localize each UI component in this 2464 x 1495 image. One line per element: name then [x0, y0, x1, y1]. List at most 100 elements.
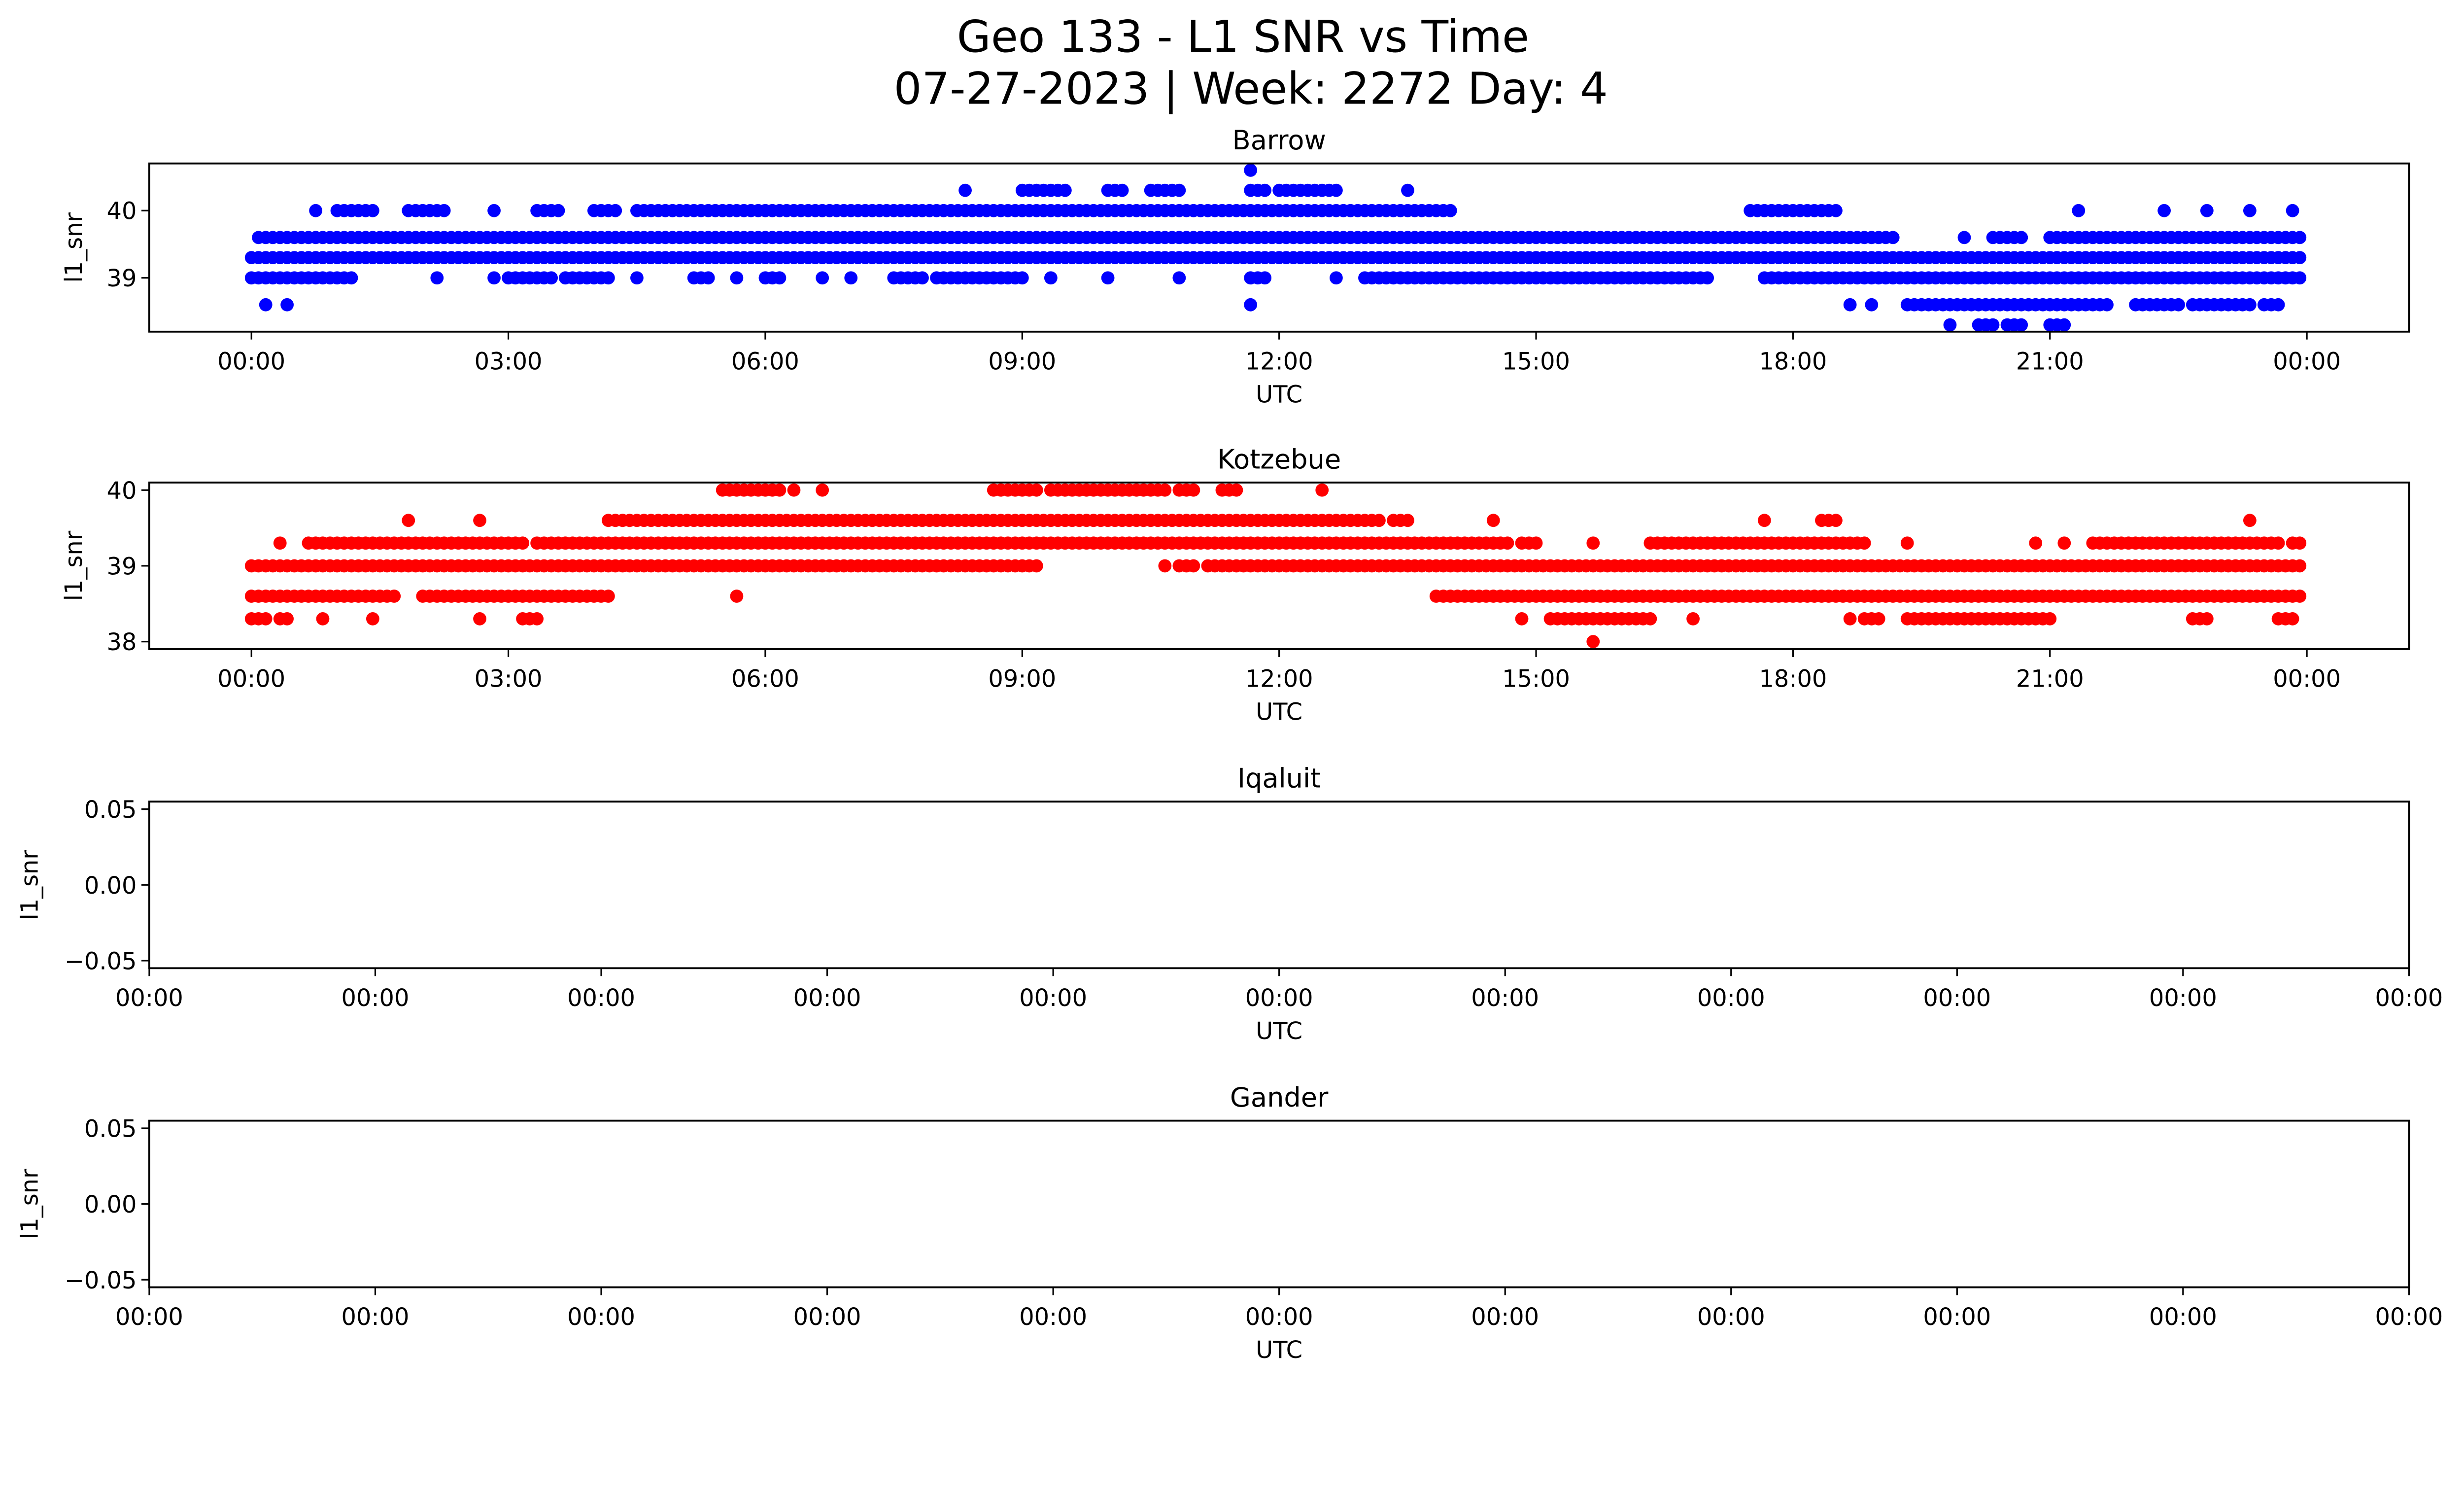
- subplot-title: Gander: [1230, 1082, 1329, 1113]
- x-tick-label: 00:00: [1697, 985, 1765, 1012]
- y-tick-label: 0.05: [84, 1115, 137, 1143]
- data-point: [1886, 231, 1900, 244]
- data-point: [1244, 298, 1258, 312]
- data-point: [2200, 204, 2214, 217]
- data-point: [2043, 612, 2057, 626]
- subplot-iqaluit: Iqaluit 0.05 0.00 −0.05 00:00 00:00 00:00 00:00…: [17, 763, 2443, 1045]
- data-point: [2072, 204, 2086, 217]
- data-point: [1643, 612, 1657, 626]
- y-axis-label: l1_snr: [17, 850, 44, 920]
- x-tick-label: 00:00: [2149, 985, 2217, 1012]
- subplot-title: Barrow: [1232, 125, 1326, 156]
- y-tick-label: 0.00: [84, 1191, 137, 1218]
- data-point: [473, 612, 486, 626]
- data-point: [1401, 514, 1414, 527]
- x-tick-label: 00:00: [793, 1304, 861, 1331]
- y-axis-label: l1_snr: [61, 212, 88, 283]
- data-point: [430, 271, 444, 285]
- data-point: [2243, 298, 2257, 312]
- data-series: [244, 483, 2307, 649]
- data-point: [1029, 483, 1043, 497]
- data-point: [1158, 559, 1172, 573]
- data-point: [1701, 271, 1714, 285]
- x-tick-label: 00:00: [217, 665, 285, 693]
- x-tick-label: 00:00: [1923, 985, 1991, 1012]
- y-tick-label: 0.00: [84, 872, 137, 900]
- y-axis-label: l1_snr: [17, 1169, 44, 1239]
- data-point: [437, 204, 451, 217]
- data-point: [1986, 318, 2000, 332]
- x-tick-label: 03:00: [475, 348, 543, 375]
- data-point: [259, 298, 273, 312]
- data-point: [2243, 204, 2257, 217]
- y-tick-label: −0.05: [65, 1267, 137, 1294]
- x-tick-label: 00:00: [1019, 1304, 1087, 1331]
- x-tick-label: 00:00: [115, 985, 183, 1012]
- data-point: [1843, 612, 1857, 626]
- data-point: [316, 612, 330, 626]
- data-point: [1058, 183, 1072, 197]
- data-point: [1486, 514, 1500, 527]
- data-point: [773, 483, 787, 497]
- data-point: [2100, 298, 2114, 312]
- x-tick-label: 15:00: [1502, 348, 1570, 375]
- data-point: [487, 204, 501, 217]
- x-axis-label: UTC: [1256, 1337, 1302, 1364]
- data-point: [2293, 271, 2307, 285]
- data-point: [1443, 204, 1457, 217]
- x-tick-label: 00:00: [1471, 1304, 1539, 1331]
- data-point: [545, 271, 558, 285]
- data-point: [844, 271, 858, 285]
- data-point: [2293, 251, 2307, 265]
- data-point: [1957, 231, 1971, 244]
- data-point: [2015, 231, 2028, 244]
- subplot-title: Kotzebue: [1217, 444, 1341, 475]
- data-point: [1865, 298, 1879, 312]
- x-tick-label: 00:00: [1471, 985, 1539, 1012]
- data-point: [402, 514, 415, 527]
- figure-canvas: Geo 133 - L1 SNR vs Time 07-27-2023 | We…: [17, 11, 2443, 1364]
- data-point: [2286, 204, 2299, 217]
- x-tick-label: 21:00: [2016, 665, 2084, 693]
- data-point: [1187, 483, 1200, 497]
- x-axis-label: UTC: [1256, 381, 1302, 408]
- x-tick-label: 00:00: [793, 985, 861, 1012]
- data-point: [916, 271, 929, 285]
- x-tick-label: 00:00: [342, 1304, 410, 1331]
- data-point: [366, 612, 379, 626]
- x-tick-label: 00:00: [217, 348, 285, 375]
- data-point: [730, 590, 744, 603]
- x-tick-label: 09:00: [988, 348, 1056, 375]
- data-point: [630, 271, 644, 285]
- data-point: [1330, 271, 1343, 285]
- x-tick-label: 18:00: [1759, 665, 1827, 693]
- x-tick-label: 09:00: [988, 665, 1056, 693]
- subplot-gander: Gander 0.05 0.00 −0.05 00:00 00:00 00:00 00:00 0…: [17, 1082, 2443, 1364]
- data-point: [1829, 204, 1843, 217]
- x-tick-label: 03:00: [475, 665, 543, 693]
- data-point: [1029, 559, 1043, 573]
- data-point: [1101, 271, 1115, 285]
- x-tick-label: 06:00: [731, 665, 799, 693]
- data-point: [1943, 318, 1957, 332]
- figure-title-line2: 07-27-2023 | Week: 2272 Day: 4: [894, 63, 1608, 114]
- data-point: [1172, 271, 1186, 285]
- x-tick-label: 21:00: [2016, 348, 2084, 375]
- x-tick-label: 00:00: [2273, 348, 2341, 375]
- data-point: [2286, 612, 2299, 626]
- data-point: [2271, 536, 2285, 550]
- data-point: [1401, 183, 1414, 197]
- x-tick-label: 00:00: [342, 985, 410, 1012]
- data-point: [2057, 536, 2071, 550]
- x-tick-label: 00:00: [1245, 1304, 1313, 1331]
- data-point: [1044, 271, 1058, 285]
- data-point: [2172, 298, 2185, 312]
- data-point: [1529, 536, 1543, 550]
- data-point: [2029, 536, 2043, 550]
- y-tick-label: 40: [107, 198, 137, 225]
- x-axis-label: UTC: [1256, 1018, 1302, 1045]
- data-point: [1158, 483, 1172, 497]
- data-point: [816, 483, 829, 497]
- data-point: [1230, 483, 1243, 497]
- data-point: [366, 204, 379, 217]
